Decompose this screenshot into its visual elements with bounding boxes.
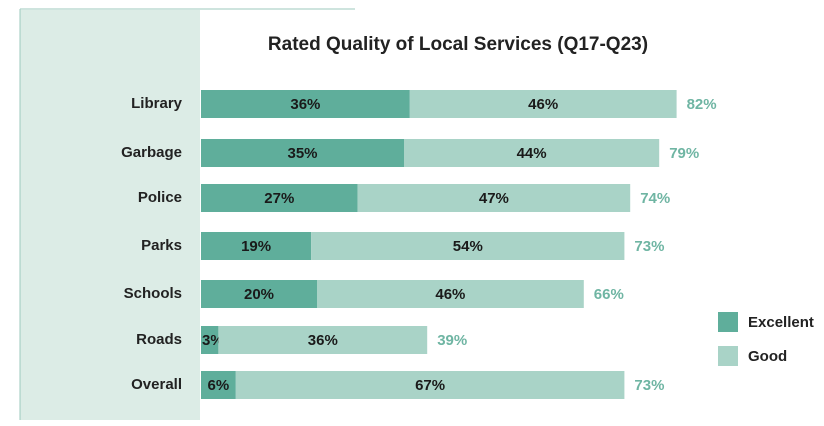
bar-segment bbox=[201, 90, 410, 118]
value-label: 46% bbox=[528, 96, 558, 113]
value-label: 46% bbox=[435, 286, 465, 303]
category-label: Schools bbox=[124, 285, 182, 302]
value-label: 44% bbox=[517, 145, 547, 162]
bar-segment bbox=[317, 280, 584, 308]
bar-segment bbox=[201, 280, 317, 308]
total-label: 73% bbox=[634, 377, 664, 394]
bar-segment bbox=[218, 326, 428, 354]
value-label: 47% bbox=[479, 190, 509, 207]
value-label: 6% bbox=[208, 377, 230, 394]
category-label: Police bbox=[138, 189, 182, 206]
total-label: 73% bbox=[634, 238, 664, 255]
value-label: 20% bbox=[244, 286, 274, 303]
bar-segment bbox=[357, 184, 631, 212]
category-label: Garbage bbox=[121, 144, 182, 161]
category-label: Roads bbox=[136, 331, 182, 348]
value-label: 67% bbox=[415, 377, 445, 394]
bar-segment bbox=[201, 232, 312, 260]
legend-swatch bbox=[718, 346, 738, 366]
legend-label: Excellent bbox=[748, 314, 814, 331]
value-label: 35% bbox=[287, 145, 317, 162]
category-label: Parks bbox=[141, 237, 182, 254]
total-label: 82% bbox=[687, 96, 717, 113]
bar-segment bbox=[201, 326, 219, 354]
total-label: 79% bbox=[669, 145, 699, 162]
value-label: 54% bbox=[453, 238, 483, 255]
category-label: Overall bbox=[131, 376, 182, 393]
category-label: Library bbox=[131, 95, 183, 112]
value-label: 36% bbox=[290, 96, 320, 113]
bar-segment bbox=[201, 139, 404, 167]
total-label: 66% bbox=[594, 286, 624, 303]
total-label: 39% bbox=[437, 332, 467, 349]
value-label: 27% bbox=[264, 190, 294, 207]
bar-segment bbox=[404, 139, 660, 167]
bar-segment bbox=[201, 371, 236, 399]
total-label: 74% bbox=[640, 190, 670, 207]
legend-label: Good bbox=[748, 348, 787, 365]
chart-title: Rated Quality of Local Services (Q17-Q23… bbox=[268, 34, 648, 55]
legend-swatch bbox=[718, 312, 738, 332]
bar-segment bbox=[311, 232, 625, 260]
bar-segment bbox=[201, 184, 358, 212]
value-label: 19% bbox=[241, 238, 271, 255]
bar-segment bbox=[409, 90, 677, 118]
value-label: 3% bbox=[202, 332, 224, 349]
bar-segment bbox=[235, 371, 625, 399]
label-panel bbox=[20, 10, 200, 420]
value-label: 36% bbox=[308, 332, 338, 349]
